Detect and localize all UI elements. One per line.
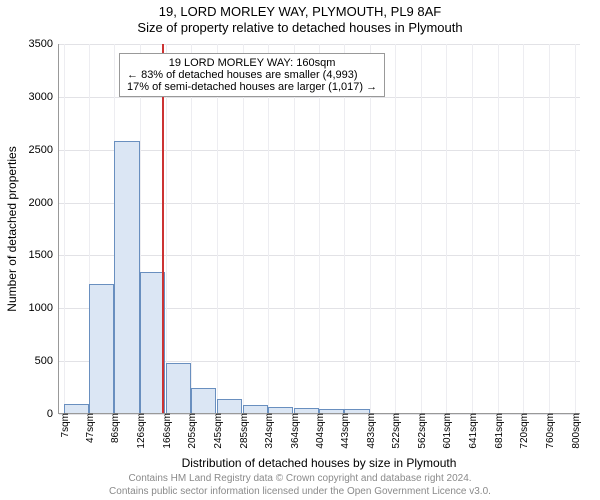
x-tick-label: 166sqm (159, 413, 173, 449)
x-gridline (395, 44, 396, 413)
x-gridline (575, 44, 576, 413)
x-tick-label: 324sqm (261, 413, 275, 449)
footer-line-1: Contains HM Land Registry data © Crown c… (0, 473, 600, 486)
x-axis-label: Distribution of detached houses by size … (58, 456, 580, 470)
y-tick-label: 3500 (29, 38, 59, 50)
histogram-bar (64, 404, 89, 413)
annotation-line: 17% of semi-detached houses are larger (… (127, 81, 377, 93)
x-tick-label: 126sqm (133, 413, 147, 449)
y-tick-label: 1500 (29, 249, 59, 261)
y-axis-label: Number of detached properties (5, 146, 19, 311)
annotation-box: 19 LORD MORLEY WAY: 160sqm← 83% of detac… (119, 53, 385, 97)
x-tick-label: 522sqm (388, 413, 402, 449)
x-tick-label: 720sqm (516, 413, 530, 449)
x-tick-label: 760sqm (542, 413, 556, 449)
histogram-bar (294, 408, 319, 413)
x-tick-label: 483sqm (363, 413, 377, 449)
histogram-bar (319, 409, 344, 413)
x-tick-label: 245sqm (210, 413, 224, 449)
x-tick-label: 641sqm (465, 413, 479, 449)
histogram-bar (191, 388, 216, 413)
x-tick-label: 86sqm (107, 413, 121, 443)
x-tick-label: 443sqm (337, 413, 351, 449)
x-gridline (64, 44, 65, 413)
x-gridline (523, 44, 524, 413)
x-gridline (217, 44, 218, 413)
y-tick-label: 3000 (29, 91, 59, 103)
histogram-bar (89, 284, 114, 414)
x-gridline (549, 44, 550, 413)
x-gridline (243, 44, 244, 413)
x-tick-label: 404sqm (312, 413, 326, 449)
x-gridline (268, 44, 269, 413)
histogram-bar (114, 141, 139, 413)
histogram-bar (243, 405, 268, 413)
x-gridline (319, 44, 320, 413)
y-tick-label: 2500 (29, 144, 59, 156)
y-tick-label: 1000 (29, 302, 59, 314)
x-gridline (370, 44, 371, 413)
x-gridline (472, 44, 473, 413)
page-subtitle: Size of property relative to detached ho… (0, 19, 600, 35)
annotation-line: ← 83% of detached houses are smaller (4,… (127, 69, 377, 81)
footer-line-2: Contains public sector information licen… (0, 486, 600, 499)
x-gridline (166, 44, 167, 413)
x-gridline (191, 44, 192, 413)
x-gridline (421, 44, 422, 413)
footer-attribution: Contains HM Land Registry data © Crown c… (0, 473, 600, 498)
y-tick-label: 500 (35, 355, 59, 367)
x-tick-label: 601sqm (439, 413, 453, 449)
x-gridline (446, 44, 447, 413)
chart-region: Number of detached properties 0500100015… (58, 44, 580, 414)
histogram-bar (166, 363, 191, 413)
x-tick-label: 47sqm (82, 413, 96, 443)
histogram-bar (217, 399, 242, 413)
property-marker-line (162, 44, 164, 413)
plot-area: 05001000150020002500300035007sqm47sqm86s… (58, 44, 580, 414)
x-tick-label: 800sqm (568, 413, 582, 449)
annotation-line: 19 LORD MORLEY WAY: 160sqm (127, 57, 377, 69)
x-tick-label: 562sqm (414, 413, 428, 449)
histogram-bar (268, 407, 293, 413)
histogram-bar (344, 409, 369, 413)
y-tick-label: 2000 (29, 197, 59, 209)
x-tick-label: 205sqm (184, 413, 198, 449)
x-tick-label: 7sqm (57, 413, 71, 437)
x-gridline (498, 44, 499, 413)
x-gridline (294, 44, 295, 413)
page-title: 19, LORD MORLEY WAY, PLYMOUTH, PL9 8AF (0, 0, 600, 19)
x-tick-label: 364sqm (287, 413, 301, 449)
x-tick-label: 681sqm (491, 413, 505, 449)
x-gridline (344, 44, 345, 413)
x-tick-label: 285sqm (236, 413, 250, 449)
